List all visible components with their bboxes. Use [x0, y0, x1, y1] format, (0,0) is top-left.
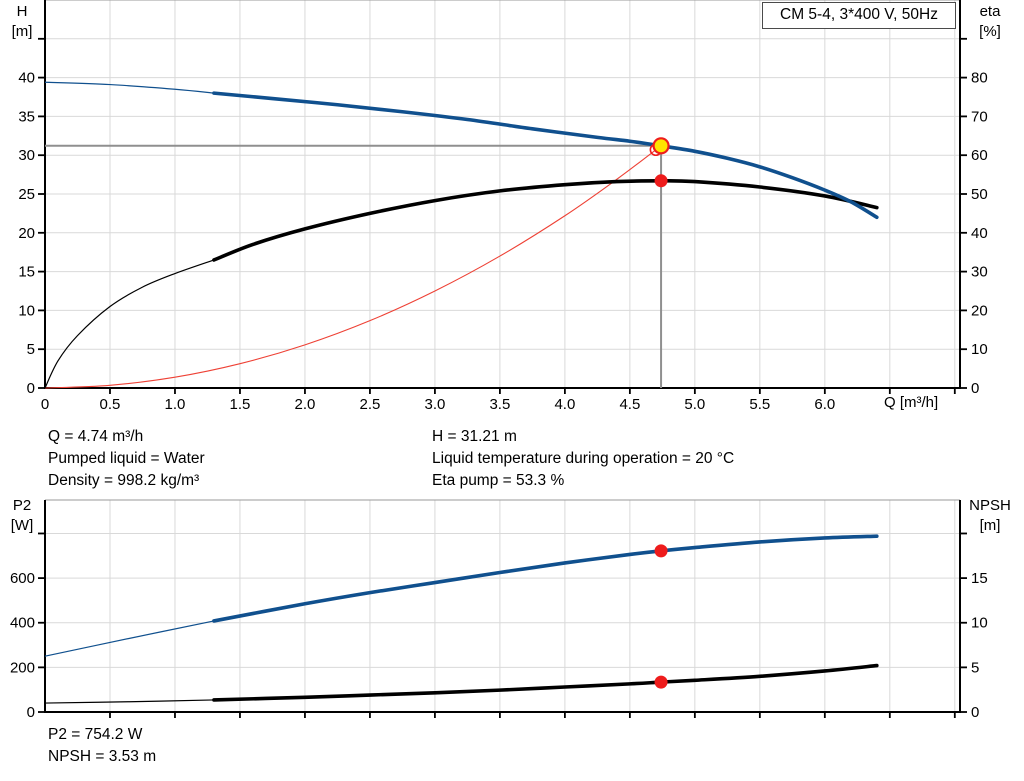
npsh-curve-thin [44, 699, 214, 704]
npsh-curve [212, 663, 879, 702]
head-curve [212, 91, 879, 220]
system-curve [44, 145, 662, 389]
head-curve-thin [44, 81, 215, 94]
y-right-tick-label: 5 [971, 659, 979, 676]
grid-layer [45, 0, 960, 388]
x-tick-label: 0 [41, 396, 49, 413]
y-left-tick-label: 600 [10, 570, 35, 587]
axes [44, 500, 961, 713]
npsh-point [654, 675, 668, 689]
x-tick-label: 3.5 [489, 396, 510, 413]
y-right-tick-label: 40 [971, 225, 988, 242]
npsh-axis-title-text: NPSH [969, 497, 1011, 514]
y-left-tick-label: 400 [10, 615, 35, 632]
annotation-eta-pump: Eta pump = 53.3 % [432, 472, 565, 489]
npsh-axis-unit-text: [m] [979, 517, 1001, 534]
hq-eta-chart: 0 0.5 1.0 1.5 2.0 2.5 3.0 3.5 4.0 4.5 5.0 5.5 6.0 40 3… [18, 0, 988, 413]
x-tick-label: 6.0 [814, 396, 835, 413]
grid-layer [45, 500, 960, 712]
duty-crosshair [45, 144, 663, 388]
y-right-tick-label: 15 [971, 570, 988, 587]
p2-axis-title: P2 [W] [2, 496, 42, 536]
y-right-tick-label: 80 [971, 70, 988, 87]
x-tick-label: 1.0 [165, 396, 186, 413]
x-tick-label: 5.5 [749, 396, 770, 413]
q-axis-label: Q [m³/h] [884, 394, 939, 411]
y-right-tick-label: 10 [971, 615, 988, 632]
pump-model-box: CM 5-4, 3*400 V, 50Hz [762, 2, 956, 29]
annotation-head: H = 31.21 m [432, 428, 517, 445]
h-axis-title: H [m] [2, 2, 42, 42]
y-right-tick-label: 10 [971, 341, 988, 358]
p2-axis-title-text: P2 [12, 497, 32, 514]
y-right-tick-label: 20 [971, 302, 988, 319]
x-tick-label: 2.0 [295, 396, 316, 413]
x-tick-label: 3.0 [424, 396, 445, 413]
y-left-tick-label: 5 [27, 341, 35, 358]
x-tick-label: 5.0 [684, 396, 705, 413]
p2-npsh-chart: 600 400 200 0 15 10 5 0 [10, 499, 988, 721]
annotation-density: Density = 998.2 kg/m³ [48, 472, 200, 489]
y-left-tick-label: 35 [18, 108, 35, 125]
y-right-tick-label: 30 [971, 264, 988, 281]
p2-curve-thin [44, 620, 215, 657]
annotation-liquid-temp: Liquid temperature during operation = 20… [432, 450, 735, 467]
h-axis-title-text: H [16, 3, 28, 20]
x-tick-label: 0.5 [100, 396, 121, 413]
annotation-pumped-liquid: Pumped liquid = Water [48, 450, 205, 467]
y-right-tick-label: 70 [971, 108, 988, 125]
p2-curve [212, 534, 879, 623]
annotation-p2: P2 = 754.2 W [48, 726, 143, 743]
x-tick-label: 4.5 [619, 396, 640, 413]
annotation-npsh: NPSH = 3.53 m [48, 748, 157, 765]
y-right-tick-label: 50 [971, 186, 988, 203]
eta-point [654, 174, 668, 188]
y-right-tick-label: 0 [971, 704, 979, 721]
npsh-axis-title: NPSH [m] [958, 496, 1022, 536]
y-left-tick-label: 0 [27, 704, 35, 721]
y-left-tick-label: 15 [18, 264, 35, 281]
tick-marks [38, 532, 967, 718]
duty-point[interactable] [652, 137, 670, 155]
p2-point [654, 544, 668, 558]
y-left-tick-label: 25 [18, 186, 35, 203]
y-left-tick-label: 200 [10, 659, 35, 676]
y-left-tick-label: 40 [18, 70, 35, 87]
x-tick-label: 4.0 [554, 396, 575, 413]
eta-curve [212, 178, 879, 262]
y-right-tick-label: 0 [971, 380, 979, 397]
y-left-tick-label: 0 [27, 380, 35, 397]
y-left-tick-label: 10 [18, 302, 35, 319]
eta-curve-thin [44, 259, 215, 389]
h-axis-unit-text: [m] [11, 23, 33, 40]
eta-axis-unit-text: [%] [979, 23, 1001, 40]
y-left-tick-label: 20 [18, 225, 35, 242]
y-left-tick-label: 30 [18, 147, 35, 164]
eta-axis-title: eta [%] [966, 2, 1014, 42]
x-tick-label: 2.5 [359, 396, 380, 413]
y-right-tick-label: 60 [971, 147, 988, 164]
p2-axis-unit-text: [W] [10, 517, 34, 534]
annotation-flow: Q = 4.74 m³/h [48, 428, 144, 445]
x-tick-label: 1.5 [230, 396, 251, 413]
tick-marks [38, 37, 967, 394]
eta-axis-title-text: eta [979, 3, 1001, 20]
